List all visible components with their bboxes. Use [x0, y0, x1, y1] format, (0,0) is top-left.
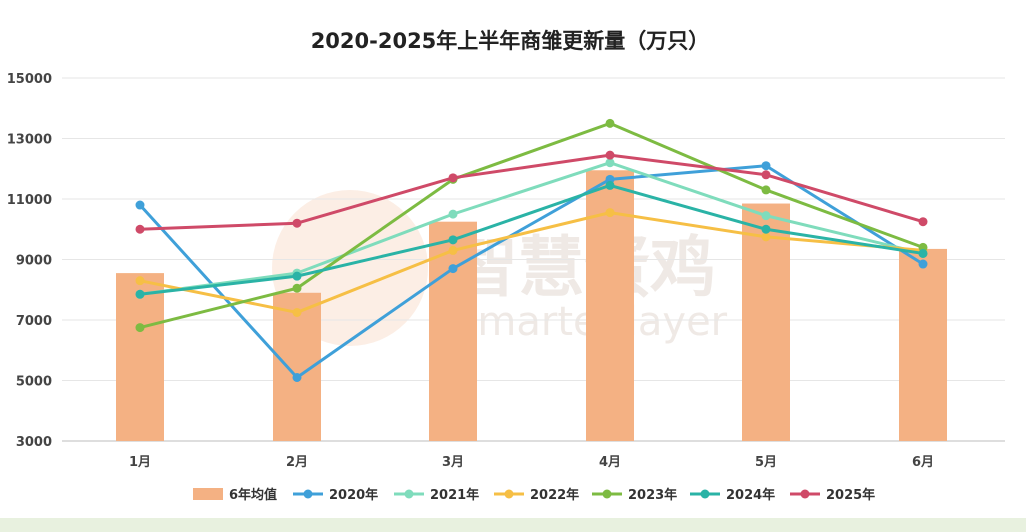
legend-label: 2025年 [826, 487, 875, 503]
legend-label: 6年均值 [229, 487, 277, 503]
y-tick-label: 9000 [16, 254, 52, 269]
y-tick-label: 13000 [7, 133, 52, 148]
data-point [135, 224, 145, 234]
data-point [448, 264, 458, 274]
bar [899, 248, 947, 441]
x-tick-label: 5月 [755, 455, 777, 470]
series-path [139, 153, 924, 231]
legend-swatch-marker [800, 489, 810, 499]
y-tick-label: 11000 [7, 193, 52, 208]
y-tick-label: 3000 [16, 435, 52, 450]
chart-title: 2020-2025年上半年商雏更新量（万只） [311, 29, 710, 53]
data-point [292, 372, 302, 382]
legend-label: 2022年 [530, 487, 579, 503]
legend: 6年均值 2020年 2021年 2022年 2023年 2024年 2025年 [193, 487, 875, 503]
legend-swatch-marker [602, 489, 612, 499]
y-tick-label: 7000 [16, 314, 52, 329]
series-path [139, 183, 924, 296]
x-tick-label: 3月 [442, 455, 464, 470]
y-tick-label: 5000 [16, 375, 52, 390]
legend-label: 2024年 [726, 487, 775, 503]
x-tick-label: 2月 [286, 455, 308, 470]
series-path [139, 121, 924, 330]
data-point [761, 224, 771, 234]
data-point [448, 209, 458, 219]
legend-label: 2023年 [628, 487, 677, 503]
line-series [135, 118, 928, 382]
x-tick-label: 1月 [129, 455, 151, 470]
data-point [135, 289, 145, 299]
legend-swatch-marker [404, 489, 414, 499]
y-tick-label: 15000 [7, 72, 52, 87]
data-point [448, 173, 458, 183]
data-point [292, 271, 302, 281]
series-path [139, 211, 924, 314]
data-point [135, 323, 145, 333]
data-point [761, 170, 771, 180]
grid [62, 77, 1005, 442]
data-point [605, 118, 615, 128]
watermark-brand-cn: 智慧蛋鸡 [452, 229, 716, 306]
data-point [448, 235, 458, 245]
data-point [918, 248, 928, 258]
data-point [605, 208, 615, 218]
bar [116, 273, 164, 441]
y-axis-ticks: 3000 5000 7000 9000 11000 13000 15000 [7, 72, 52, 450]
data-point [605, 150, 615, 160]
data-point [605, 158, 615, 168]
data-point [135, 200, 145, 210]
data-point [918, 217, 928, 227]
data-point [761, 211, 771, 221]
series-line [135, 150, 928, 234]
data-point [761, 185, 771, 195]
bar [742, 203, 790, 441]
watermark: 智慧蛋鸡 Smarter layer [272, 190, 728, 346]
legend-label: 2021年 [430, 487, 479, 503]
series-path [139, 161, 924, 296]
legend-swatch-marker [700, 489, 710, 499]
legend-label: 2020年 [329, 487, 378, 503]
data-point [761, 232, 771, 242]
data-point [292, 218, 302, 228]
legend-swatch-marker [504, 489, 514, 499]
data-point [448, 245, 458, 255]
data-point [761, 161, 771, 171]
data-point [292, 307, 302, 317]
data-point [605, 180, 615, 190]
data-point [135, 276, 145, 286]
legend-swatch [193, 488, 223, 500]
bottom-band [0, 518, 1026, 532]
legend-swatch-marker [303, 489, 313, 499]
series-line [135, 180, 928, 299]
data-point [918, 259, 928, 269]
x-tick-label: 6月 [912, 455, 934, 470]
data-point [292, 283, 302, 293]
x-axis-ticks: 1月 2月 3月 4月 5月 6月 [129, 455, 934, 470]
x-tick-label: 4月 [599, 455, 621, 470]
